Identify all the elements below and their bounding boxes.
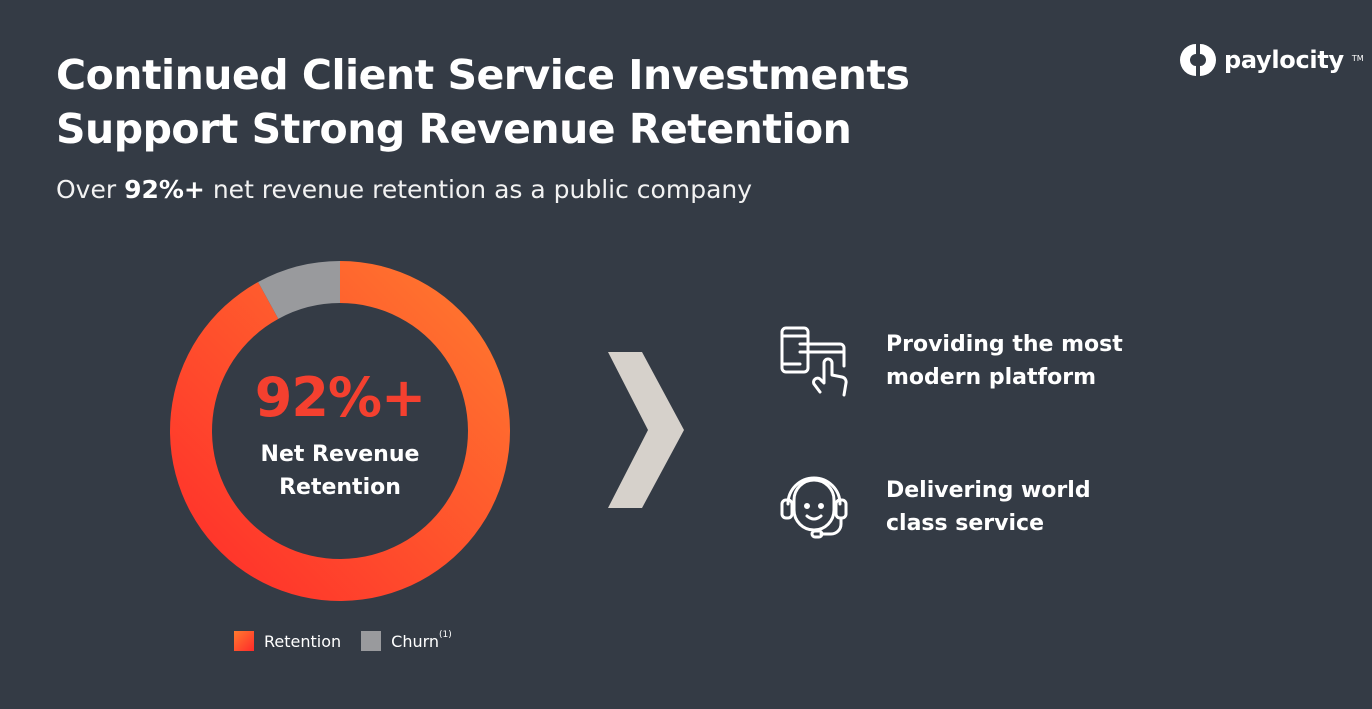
subtitle-suffix: net revenue retention as a public compan…: [204, 175, 753, 204]
page-title: Continued Client Service Investments Sup…: [56, 48, 1056, 156]
subtitle: Over 92%+ net revenue retention as a pub…: [56, 172, 752, 208]
center-label-line-2: Retention: [279, 475, 401, 500]
feature-2-line-2: class service: [886, 511, 1044, 536]
center-label: Net Revenue Retention: [170, 438, 510, 504]
legend-footnote-marker: (1): [439, 630, 452, 640]
legend-label-churn: Churn: [391, 631, 440, 651]
feature-1-line-2: modern platform: [886, 365, 1096, 390]
legend-item-retention: Retention: [234, 631, 341, 651]
feature-text-1: Providing the most modern platform: [886, 328, 1186, 394]
feature-text-2: Delivering world class service: [886, 474, 1186, 540]
paylocity-logo-icon: [1180, 44, 1216, 76]
chart-legend: Retention Churn (1): [234, 630, 472, 651]
legend-swatch-churn: [361, 631, 382, 651]
logo-text: paylocity: [1224, 46, 1344, 74]
donut-slice-retention: [170, 261, 510, 601]
donut-slice-churn: [258, 261, 340, 319]
paylocity-logo: paylocity TM: [1180, 42, 1364, 78]
legend-label-retention: Retention: [264, 631, 342, 651]
legend-swatch-retention: [234, 631, 254, 651]
feature-modern-platform: Providing the most modern platform: [778, 326, 1123, 398]
touch-devices-icon: [780, 326, 848, 397]
donut-chart: [170, 261, 510, 601]
center-value: 92%+: [254, 366, 427, 429]
subtitle-highlight: 92%+: [124, 175, 205, 204]
feature-1-line-1: Providing the most: [886, 332, 1123, 357]
subtitle-prefix: Over: [56, 175, 125, 204]
feature-2-line-1: Delivering world: [886, 478, 1091, 503]
feature-world-class-service: Delivering world class service: [778, 470, 1091, 542]
headset-support-icon: [780, 476, 848, 539]
legend-item-churn: Churn (1): [361, 630, 452, 651]
chevron-right-icon: [608, 352, 684, 508]
logo-trademark: TM: [1351, 53, 1364, 63]
title-line-1: Continued Client Service Investments: [56, 51, 910, 99]
center-label-line-1: Net Revenue: [260, 442, 420, 467]
title-line-2: Support Strong Revenue Retention: [56, 105, 852, 153]
